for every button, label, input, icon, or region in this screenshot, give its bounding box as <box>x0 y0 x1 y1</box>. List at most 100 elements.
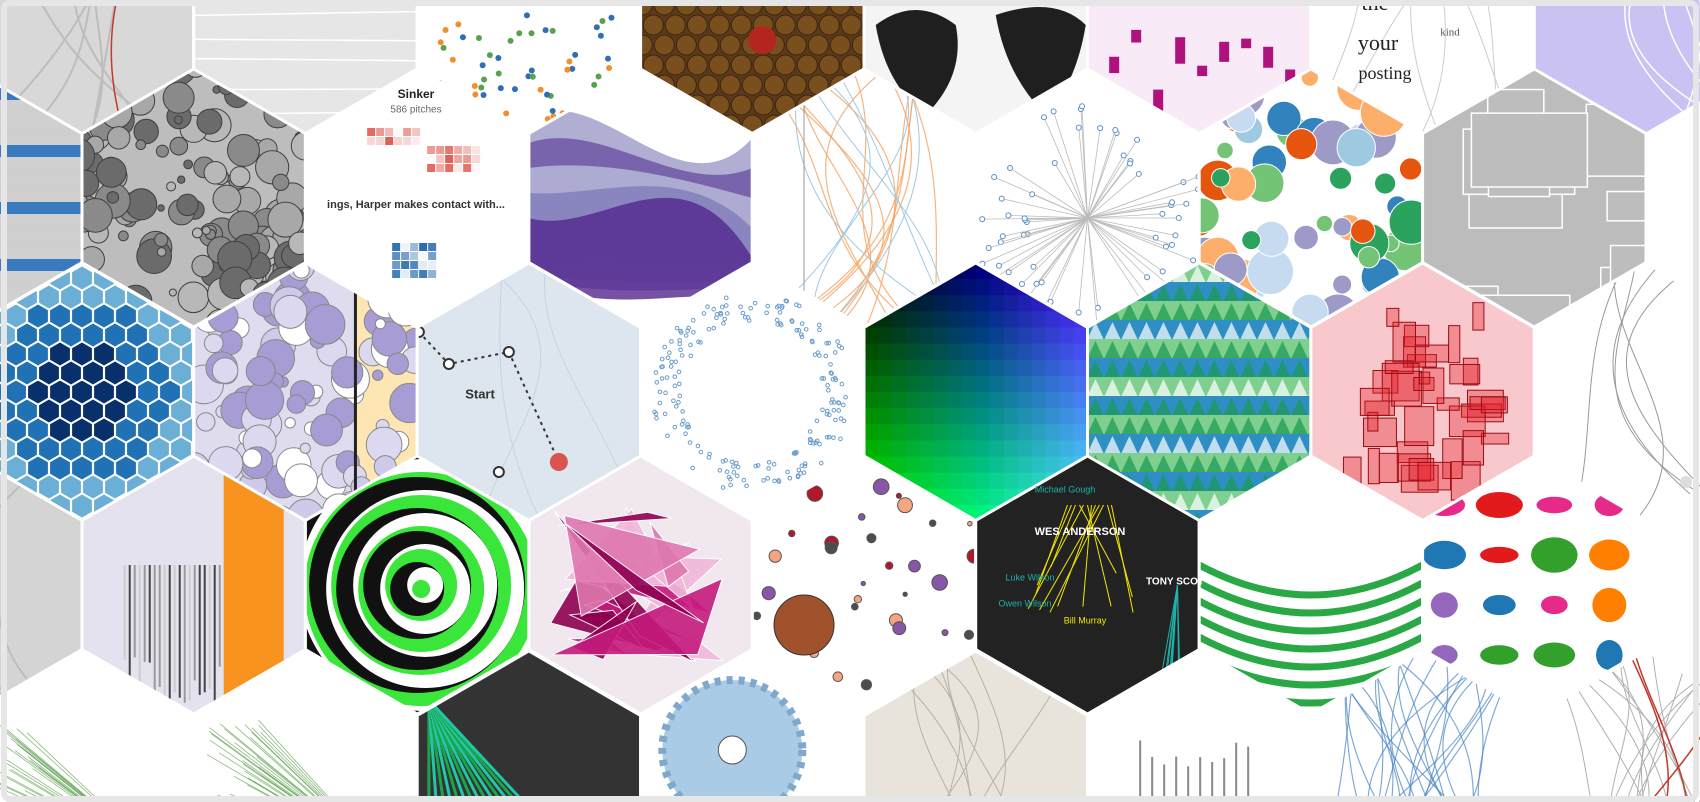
deco-bar <box>1211 761 1214 802</box>
deco-cell <box>891 375 907 393</box>
deco-dot <box>697 34 719 56</box>
deco-dot <box>828 362 833 367</box>
deco-bar <box>183 565 186 703</box>
deco-dot <box>731 464 736 469</box>
deco-hex <box>16 322 38 348</box>
deco-tri <box>1206 322 1223 339</box>
deco-line <box>1057 504 1096 607</box>
deco-dot <box>795 473 801 479</box>
deco-tri <box>1189 455 1206 472</box>
deco-bar <box>123 565 126 660</box>
deco-bar <box>203 565 206 693</box>
deco-branch <box>1087 173 1140 219</box>
deco-dot <box>653 370 659 375</box>
deco-dot <box>528 67 535 74</box>
deco-cell <box>1031 440 1047 457</box>
deco-tri <box>1274 341 1291 358</box>
deco-curve <box>499 263 542 521</box>
deco-cell <box>392 270 401 278</box>
deco-cell <box>1045 456 1061 474</box>
deco-tri <box>1104 417 1121 434</box>
deco-bar <box>1223 758 1226 802</box>
deco-cell <box>905 392 921 409</box>
deco-circle <box>374 318 386 330</box>
deco-cell <box>367 128 376 136</box>
deco-hex <box>38 398 60 424</box>
deco-circle <box>203 333 224 354</box>
deco-dot <box>763 74 785 96</box>
deco-cell <box>891 343 907 361</box>
deco-cell <box>1031 327 1047 345</box>
deco-dot <box>495 70 502 77</box>
deco-cell <box>445 164 454 172</box>
deco-dot <box>725 311 730 316</box>
deco-tile <box>1381 362 1420 402</box>
deco-hex <box>137 341 159 367</box>
deco-tri <box>1189 398 1206 415</box>
deco-dot <box>549 107 556 114</box>
deco-tile <box>1367 411 1379 432</box>
deco-dot <box>662 344 668 350</box>
deco-cell <box>463 164 472 172</box>
deco-cell <box>1003 327 1019 345</box>
deco-branch <box>1078 217 1088 313</box>
deco-hex <box>27 379 49 405</box>
deco-hex <box>38 474 60 500</box>
deco-line <box>261 775 386 802</box>
deco-dot <box>572 51 579 58</box>
deco-dot <box>752 54 774 76</box>
deco-dot <box>674 325 680 331</box>
deco-dot <box>664 14 686 36</box>
deco-hex <box>104 436 126 462</box>
deco-node <box>1172 232 1179 239</box>
deco-curve <box>481 263 542 521</box>
label: Owen Wilson <box>998 598 1051 608</box>
deco-cell <box>1003 311 1019 328</box>
deco-tile <box>1408 458 1435 481</box>
hex-background <box>0 651 194 802</box>
deco-branch <box>1087 217 1176 236</box>
deco-cell <box>428 261 437 269</box>
deco-cell <box>1031 343 1047 361</box>
deco-tile <box>1480 396 1508 414</box>
deco-dot <box>755 463 761 468</box>
deco-circle <box>832 671 844 683</box>
deco-dot <box>818 54 840 76</box>
deco-cell <box>975 295 991 312</box>
deco-curve <box>1608 651 1670 802</box>
deco-cell <box>933 424 949 441</box>
deco-dot <box>829 34 851 56</box>
deco-cell <box>1059 359 1074 377</box>
deco-bar <box>1187 766 1190 802</box>
deco-tri <box>1087 322 1104 339</box>
deco-dot <box>818 460 824 466</box>
deco-curve <box>1651 651 1700 802</box>
deco-line <box>427 699 471 802</box>
deco-bar <box>1199 757 1202 802</box>
deco-node <box>1159 268 1166 275</box>
deco-tri <box>1257 303 1274 320</box>
deco-dot <box>791 451 797 456</box>
deco-circle <box>286 394 307 414</box>
deco-branch <box>1050 217 1088 303</box>
deco-bar <box>0 202 82 214</box>
deco-cell <box>385 137 394 145</box>
deco-line <box>10 768 163 802</box>
deco-cell <box>989 408 1005 425</box>
deco-dot <box>808 437 814 443</box>
deco-tri <box>1172 474 1189 491</box>
deco-dot <box>734 460 739 466</box>
deco-cell <box>367 137 376 145</box>
deco-hole <box>717 735 747 765</box>
deco-circle <box>966 548 976 564</box>
deco-bar <box>0 164 82 176</box>
deco-dot <box>792 450 797 455</box>
deco-line <box>0 782 163 802</box>
deco-hex <box>38 436 60 462</box>
hex-tile <box>0 456 82 714</box>
deco-dot <box>669 359 674 365</box>
deco-cell <box>1017 311 1033 328</box>
deco-hex <box>60 360 82 386</box>
deco-dot <box>796 14 818 36</box>
deco-circle <box>1332 216 1353 237</box>
